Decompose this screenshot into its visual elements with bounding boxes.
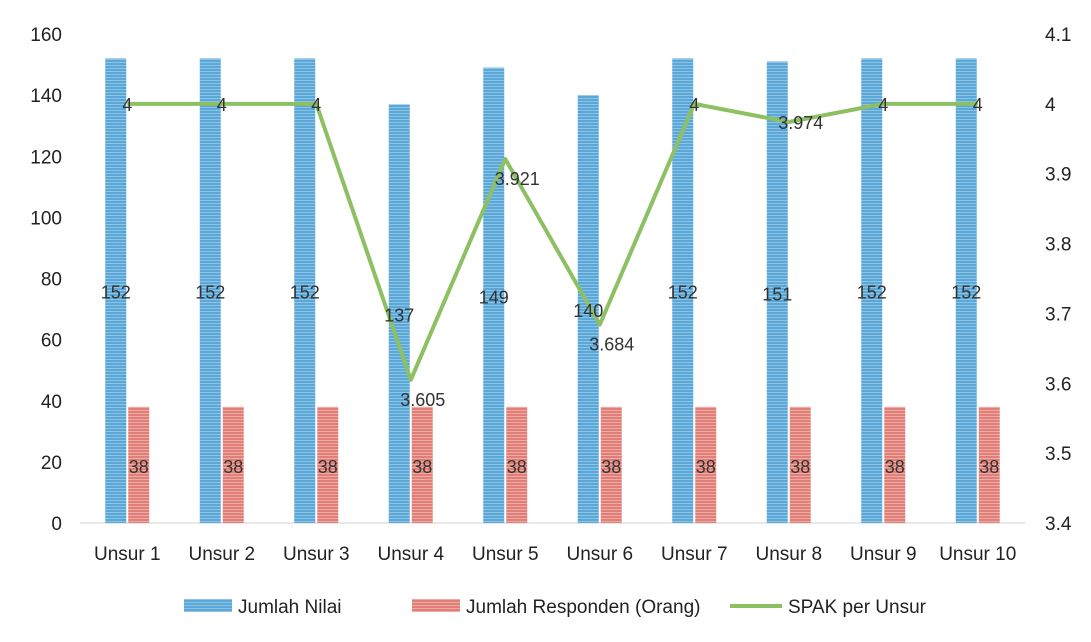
data-label-spak: 3.605 bbox=[400, 390, 445, 410]
bar-jumlah-nilai bbox=[294, 58, 316, 523]
bar-jumlah-nilai bbox=[388, 104, 410, 523]
data-label-jumlah-nilai: 152 bbox=[101, 283, 131, 303]
data-label-spak: 4 bbox=[122, 95, 132, 115]
data-label-jumlah-nilai: 152 bbox=[857, 283, 887, 303]
y2-tick-label: 3.9 bbox=[1045, 165, 1071, 186]
x-tick-label: Unsur 6 bbox=[566, 544, 633, 565]
x-tick-label: Unsur 10 bbox=[939, 544, 1016, 565]
y2-tick-label: 3.4 bbox=[1045, 514, 1072, 535]
data-label-spak: 4 bbox=[311, 95, 321, 115]
data-label-jumlah-responden: 38 bbox=[601, 457, 621, 477]
data-label-spak: 4 bbox=[878, 95, 888, 115]
data-label-spak: 4 bbox=[973, 95, 983, 115]
data-label-jumlah-nilai: 152 bbox=[290, 283, 320, 303]
legend-item: Jumlah Responden (Orang) bbox=[412, 597, 700, 618]
data-label-jumlah-nilai: 152 bbox=[951, 283, 981, 303]
bar-jumlah-nilai bbox=[766, 61, 788, 523]
bar-jumlah-nilai bbox=[861, 58, 883, 523]
x-tick-label: Unsur 2 bbox=[188, 544, 255, 565]
x-tick-label: Unsur 5 bbox=[472, 544, 539, 565]
y2-tick-label: 3.7 bbox=[1045, 304, 1071, 325]
y2-tick-label: 3.8 bbox=[1045, 235, 1071, 256]
data-label-spak: 4 bbox=[689, 95, 699, 115]
bar-jumlah-responden bbox=[506, 406, 528, 523]
data-label-spak: 3.921 bbox=[495, 169, 540, 189]
y2-tick-label: 4 bbox=[1045, 95, 1056, 116]
y-tick-label: 100 bbox=[30, 208, 62, 229]
y-tick-label: 40 bbox=[41, 392, 62, 413]
x-tick-label: Unsur 3 bbox=[283, 544, 350, 565]
bar-jumlah-nilai bbox=[955, 58, 977, 523]
bar-jumlah-nilai bbox=[483, 67, 505, 524]
x-tick-label: Unsur 8 bbox=[755, 544, 822, 565]
bar-jumlah-responden bbox=[978, 406, 1000, 523]
x-tick-label: Unsur 4 bbox=[377, 544, 444, 565]
x-tick-label: Unsur 9 bbox=[850, 544, 917, 565]
y-tick-label: 80 bbox=[41, 270, 62, 291]
legend-label: Jumlah Nilai bbox=[238, 597, 341, 618]
data-label-jumlah-nilai: 152 bbox=[195, 283, 225, 303]
data-label-spak: 3.684 bbox=[589, 335, 634, 355]
legend-item: SPAK per Unsur bbox=[730, 597, 927, 618]
bar-jumlah-responden bbox=[222, 406, 244, 523]
bar-jumlah-responden bbox=[317, 406, 339, 523]
y-tick-label: 140 bbox=[30, 86, 62, 107]
data-label-spak: 4 bbox=[217, 95, 227, 115]
bar-jumlah-responden bbox=[789, 406, 811, 523]
data-label-jumlah-responden: 38 bbox=[979, 457, 999, 477]
bar-jumlah-responden bbox=[128, 406, 150, 523]
legend-item: Jumlah Nilai bbox=[184, 597, 341, 618]
bar-jumlah-nilai bbox=[577, 95, 599, 523]
data-label-jumlah-nilai: 149 bbox=[479, 287, 509, 307]
x-tick-label: Unsur 7 bbox=[661, 544, 728, 565]
data-label-jumlah-nilai: 137 bbox=[384, 306, 414, 326]
bar-jumlah-nilai bbox=[105, 58, 127, 523]
y2-tick-label: 4.1 bbox=[1045, 25, 1071, 46]
data-label-jumlah-nilai: 152 bbox=[668, 283, 698, 303]
data-label-jumlah-responden: 38 bbox=[790, 457, 810, 477]
y2-tick-label: 3.5 bbox=[1045, 444, 1071, 465]
bar-jumlah-nilai bbox=[199, 58, 221, 523]
y-tick-label: 0 bbox=[51, 514, 62, 535]
data-label-jumlah-responden: 38 bbox=[507, 457, 527, 477]
y-tick-label: 60 bbox=[41, 331, 62, 352]
y2-tick-label: 3.6 bbox=[1045, 374, 1071, 395]
line-spak-per-unsur bbox=[127, 101, 978, 382]
bar-jumlah-responden bbox=[695, 406, 717, 523]
data-label-spak: 3.974 bbox=[778, 113, 823, 133]
y-tick-label: 160 bbox=[30, 25, 62, 46]
legend-swatch bbox=[184, 599, 232, 612]
data-label-jumlah-responden: 38 bbox=[412, 457, 432, 477]
data-label-jumlah-responden: 38 bbox=[885, 457, 905, 477]
data-label-jumlah-responden: 38 bbox=[696, 457, 716, 477]
y-tick-label: 120 bbox=[30, 147, 62, 168]
data-label-jumlah-nilai: 140 bbox=[573, 301, 603, 321]
data-label-jumlah-responden: 38 bbox=[318, 457, 338, 477]
bar-jumlah-nilai bbox=[672, 58, 694, 523]
x-tick-label: Unsur 1 bbox=[94, 544, 161, 565]
data-label-jumlah-nilai: 151 bbox=[762, 284, 792, 304]
legend-label: SPAK per Unsur bbox=[788, 597, 927, 618]
bar-jumlah-responden bbox=[884, 406, 906, 523]
y-tick-label: 20 bbox=[41, 453, 62, 474]
bar-jumlah-responden bbox=[600, 406, 622, 523]
legend-swatch bbox=[412, 599, 460, 612]
data-label-jumlah-responden: 38 bbox=[129, 457, 149, 477]
bar-jumlah-responden bbox=[411, 406, 433, 523]
legend-label: Jumlah Responden (Orang) bbox=[466, 597, 700, 618]
data-label-jumlah-responden: 38 bbox=[223, 457, 243, 477]
